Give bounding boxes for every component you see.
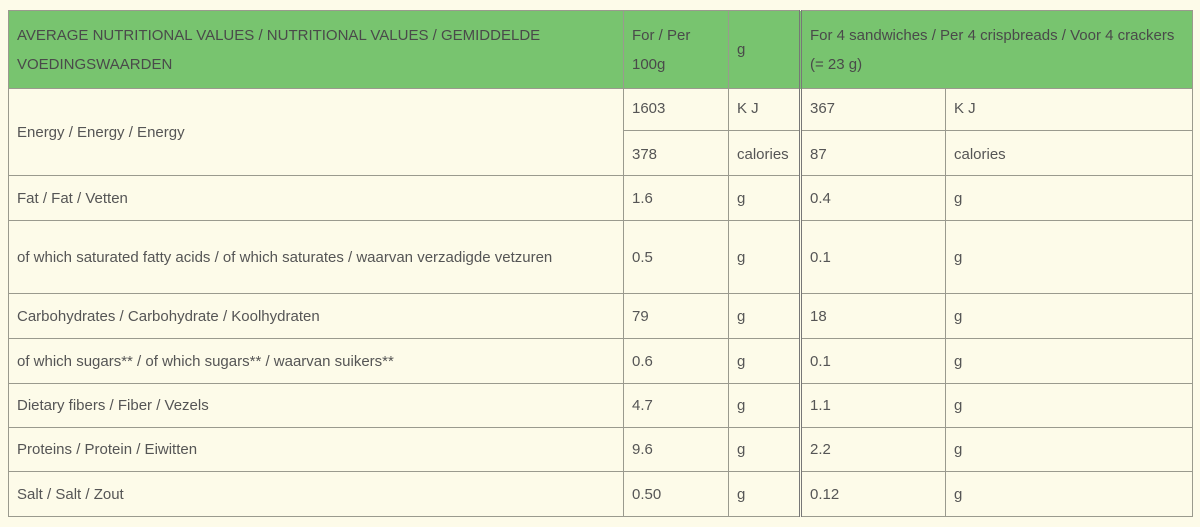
table-cell: g [728, 338, 801, 384]
table-cell: 0.4 [799, 175, 946, 221]
table-cell: 9.6 [623, 427, 729, 472]
table-cell: 1603 [623, 88, 729, 131]
table-cell: g [944, 175, 1194, 221]
table-row: Proteins / Protein / Eiwitten 9.6 g 2.2 g [8, 427, 1194, 472]
table-cell: 18 [799, 293, 946, 339]
table-cell: 367 [799, 88, 946, 131]
table-cell: calories [944, 130, 1194, 176]
table-cell: K J [944, 88, 1194, 131]
table-cell: 0.1 [799, 338, 946, 384]
table-cell: g [944, 338, 1194, 384]
table-cell: g [944, 293, 1194, 339]
table-cell: Proteins / Protein / Eiwitten [8, 427, 624, 472]
table-row: Energy / Energy / Energy 1603 K J 367 K J [8, 88, 1194, 176]
header-cell: AVERAGE NUTRITIONAL VALUES / NUTRITIONAL… [8, 10, 624, 89]
table-cell: of which sugars** / of which sugars** / … [8, 338, 624, 384]
table-cell: 1.6 [623, 175, 729, 221]
table-cell: g [728, 175, 801, 221]
table-cell: 0.1 [799, 220, 946, 294]
table-row: Fat / Fat / Vetten 1.6 g 0.4 g [8, 175, 1194, 221]
table-cell: calories [728, 130, 801, 176]
table-cell: 0.50 [623, 471, 729, 517]
table-cell: 79 [623, 293, 729, 339]
table-row: Dietary fibers / Fiber / Vezels 4.7 g 1.1 g [8, 383, 1194, 428]
table-cell: 4.7 [623, 383, 729, 428]
table-row: of which saturated fatty acids / of whic… [8, 220, 1194, 294]
header-row: AVERAGE NUTRITIONAL VALUES / NUTRITIONAL… [8, 10, 1194, 89]
table-cell: g [944, 427, 1194, 472]
table-cell: g [728, 427, 801, 472]
table-cell: 0.6 [623, 338, 729, 384]
table-cell: 2.2 [799, 427, 946, 472]
table-cell: g [944, 220, 1194, 294]
table-cell: Carbohydrates / Carbohydrate / Koolhydra… [8, 293, 624, 339]
table-cell: g [728, 220, 801, 294]
table-cell: 0.5 [623, 220, 729, 294]
table-row: 378 calories 87 calories [9, 130, 1194, 176]
table-cell: g [944, 471, 1194, 517]
table-row: of which sugars** / of which sugars** / … [8, 338, 1194, 384]
table-cell: g [944, 383, 1194, 428]
header-cell: g [728, 10, 801, 89]
table-cell: Dietary fibers / Fiber / Vezels [8, 383, 624, 428]
header-cell: For 4 sandwiches / Per 4 crispbreads / V… [798, 10, 1194, 89]
table-cell: of which saturated fatty acids / of whic… [8, 220, 624, 294]
table-cell: 1.1 [799, 383, 946, 428]
header-cell: For / Per 100g [623, 10, 729, 89]
nutrition-table: AVERAGE NUTRITIONAL VALUES / NUTRITIONAL… [8, 10, 1194, 517]
table-body: Energy / Energy / Energy 1603 K J 367 K J 378… [8, 88, 1194, 517]
table-cell: 87 [799, 130, 946, 176]
table-cell: Fat / Fat / Vetten [8, 175, 624, 221]
table-cell: 0.12 [799, 471, 946, 517]
table-cell: Energy / Energy / Energy [8, 88, 624, 176]
table-row: Carbohydrates / Carbohydrate / Koolhydra… [8, 293, 1194, 339]
table-cell: g [728, 471, 801, 517]
table-row: Salt / Salt / Zout 0.50 g 0.12 g [8, 471, 1194, 517]
table-cell: K J [728, 88, 801, 131]
table-cell: g [728, 383, 801, 428]
table-cell: 378 [623, 130, 729, 176]
table-cell: g [728, 293, 801, 339]
table-cell: Salt / Salt / Zout [8, 471, 624, 517]
